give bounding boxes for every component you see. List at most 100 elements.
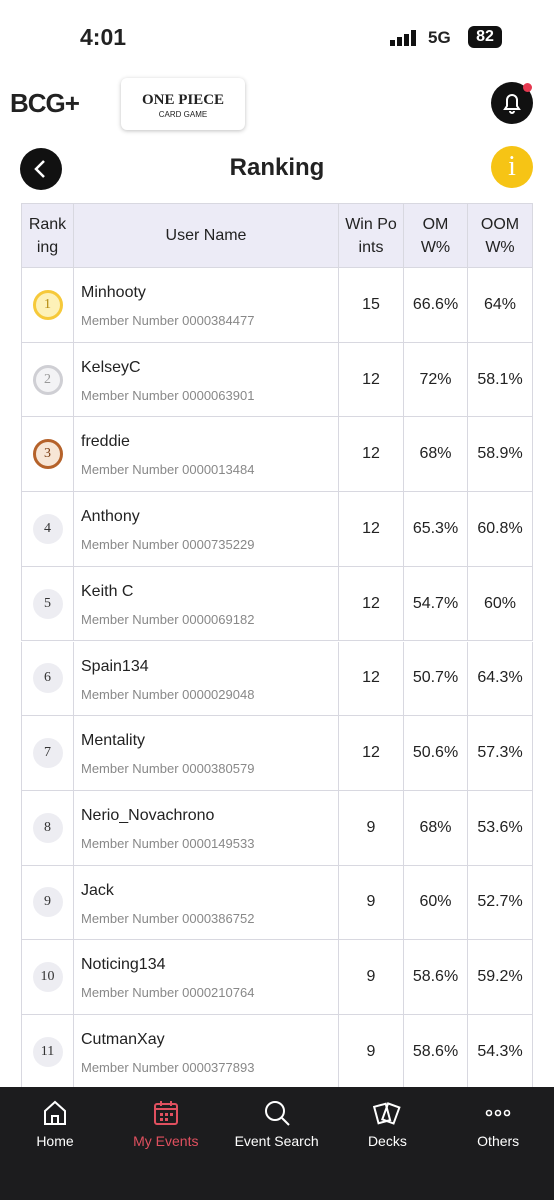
member-number: Member Number 0000149533 <box>81 835 255 851</box>
omw: 50.6% <box>404 716 468 791</box>
table-header: Ranking User Name Win Points OMW% OOMW% <box>21 203 533 268</box>
win-points: 9 <box>339 865 404 941</box>
user-cell <box>74 492 339 567</box>
user-cell <box>74 790 339 866</box>
omw: 50.7% <box>404 641 468 717</box>
rank-badge: 7 <box>32 738 63 769</box>
rank-badge: 8 <box>32 812 63 843</box>
column-header: User Name <box>74 203 339 268</box>
win-points: 12 <box>339 716 404 791</box>
win-points: 9 <box>339 790 404 866</box>
rank-badge: 5 <box>32 588 63 619</box>
nav-item[interactable]: Home <box>0 1087 110 1149</box>
nav-item[interactable]: My Events <box>111 1087 221 1149</box>
win-points: 15 <box>339 268 404 343</box>
rank-badge: 4 <box>32 513 63 544</box>
win-points: 12 <box>339 566 404 642</box>
table-row: 2 KelseyC Member Number 0000063901 12 72% 58.… <box>21 342 533 418</box>
nav-label: Event Search <box>234 1133 319 1149</box>
back-button[interactable] <box>20 148 62 190</box>
rank-cell: 2 <box>21 342 74 418</box>
rank-badge: 1 <box>32 289 63 320</box>
oomw: 53.6% <box>468 790 533 866</box>
user-cell <box>74 940 339 1015</box>
table-row: 9 Jack Member Number 0000386752 9 60% 52.7% <box>21 865 533 941</box>
user-name: KelseyC <box>81 358 141 376</box>
nav-label: Home <box>36 1133 74 1149</box>
table-row: 4 Anthony Member Number 0000735229 12 65.3% 6… <box>21 492 533 567</box>
user-name: Noticing134 <box>81 956 166 974</box>
user-cell <box>74 342 339 418</box>
column-header: Win Points <box>339 203 404 268</box>
oomw: 57.3% <box>468 716 533 791</box>
omw: 66.6% <box>404 268 468 343</box>
win-points: 12 <box>339 641 404 717</box>
table-row: 5 Keith C Member Number 0000069182 12 54.7% 6… <box>21 566 533 642</box>
user-name: Jack <box>81 881 114 899</box>
member-number: Member Number 0000384477 <box>81 313 255 328</box>
user-cell <box>74 865 339 941</box>
table-row: 1 Minhooty Member Number 0000384477 15 66.6%… <box>21 268 533 343</box>
omw: 68% <box>404 417 468 493</box>
member-number: Member Number 0000377893 <box>81 1060 255 1075</box>
user-name: Keith C <box>81 582 134 600</box>
rank-cell: 6 <box>21 641 74 717</box>
table-row: 11 CutmanXay Member Number 0000377893 9 58.6… <box>21 1015 533 1087</box>
bell-icon <box>503 94 521 114</box>
game-logo: ONE PIECE CARD GAME <box>121 78 245 130</box>
bottom-nav: Home My Events Event Search Decks Others <box>0 1087 554 1200</box>
win-points: 9 <box>339 940 404 1015</box>
member-number: Member Number 0000063901 <box>81 387 255 403</box>
rank-badge: 11 <box>32 1036 63 1067</box>
table-row: 10 Noticing134 Member Number 0000210764 9 58… <box>21 940 533 1015</box>
user-name: Minhooty <box>81 284 146 301</box>
nav-label: Decks <box>367 1133 407 1149</box>
rank-cell: 1 <box>21 268 74 343</box>
rank-cell: 10 <box>21 940 74 1015</box>
rank-cell: 8 <box>21 790 74 866</box>
oomw: 52.7% <box>468 865 533 941</box>
nav-icon <box>44 1100 66 1125</box>
oomw: 54.3% <box>468 1015 533 1087</box>
notification-button[interactable] <box>491 82 533 124</box>
nav-item[interactable]: Others <box>443 1087 553 1149</box>
rank-cell: 7 <box>21 716 74 791</box>
column-header: Ranking <box>21 203 74 268</box>
signal-icon <box>390 30 416 46</box>
user-cell <box>74 417 339 493</box>
user-cell <box>74 1015 339 1087</box>
member-number: Member Number 0000013484 <box>81 462 255 478</box>
nav-icon <box>153 1101 178 1125</box>
omw: 65.3% <box>404 492 468 567</box>
page-title: Ranking <box>229 154 325 181</box>
user-name: Anthony <box>81 508 140 526</box>
battery: 82 <box>468 26 502 48</box>
oomw: 64% <box>468 268 533 343</box>
member-number: Member Number 0000735229 <box>81 537 255 553</box>
user-cell <box>74 641 339 717</box>
column-header: OMW% <box>404 203 468 268</box>
nav-item[interactable]: Event Search <box>222 1087 332 1149</box>
oomw: 64.3% <box>468 641 533 717</box>
member-number: Member Number 0000210764 <box>81 985 255 1001</box>
rank-cell: 11 <box>21 1015 74 1087</box>
member-number: Member Number 0000380579 <box>81 761 255 777</box>
ranking-table: Ranking User Name Win Points OMW% OOMW% 1 Minh… <box>21 203 533 1087</box>
back-icon <box>34 160 45 178</box>
oomw: 58.9% <box>468 417 533 493</box>
member-number: Member Number 0000386752 <box>81 910 255 926</box>
nav-item[interactable]: Decks <box>332 1087 442 1149</box>
win-points: 12 <box>339 417 404 493</box>
table-row: 6 Spain134 Member Number 0000029048 12 50.7%… <box>21 641 533 717</box>
table-row: 3 freddie Member Number 0000013484 12 68% 58.… <box>21 417 533 493</box>
omw: 54.7% <box>404 566 468 642</box>
info-button[interactable]: i <box>491 146 533 188</box>
omw: 58.6% <box>404 1015 468 1087</box>
oomw: 58.1% <box>468 342 533 418</box>
nav-label: My Events <box>133 1133 199 1149</box>
user-name: freddie <box>81 433 130 451</box>
nav-icon <box>485 1109 511 1117</box>
rank-cell: 9 <box>21 865 74 941</box>
omw: 68% <box>404 790 468 866</box>
